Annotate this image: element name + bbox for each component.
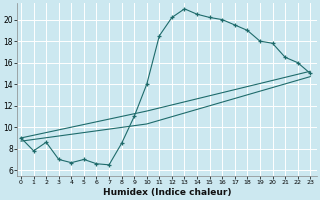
X-axis label: Humidex (Indice chaleur): Humidex (Indice chaleur): [103, 188, 231, 197]
